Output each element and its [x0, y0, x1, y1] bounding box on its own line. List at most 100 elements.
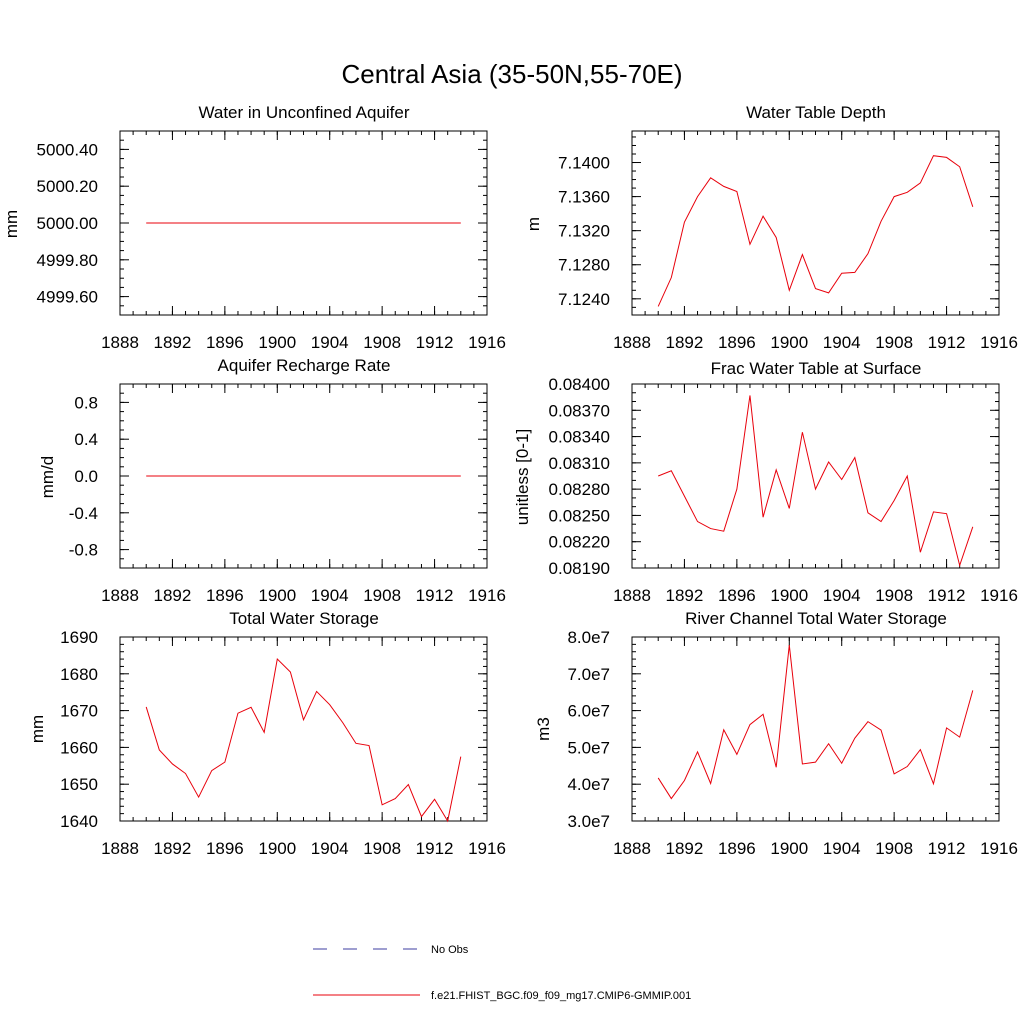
- y-tick-label: 0.08220: [549, 533, 610, 552]
- x-tick-label: 1896: [718, 586, 756, 605]
- x-tick-label: 1904: [311, 333, 349, 352]
- y-tick-label: 0.4: [74, 430, 98, 449]
- legend-label-model: f.e21.FHIST_BGC.f09_f09_mg17.CMIP6-GMMIP…: [431, 990, 691, 1002]
- y-axis-label: mm/d: [38, 456, 57, 499]
- plot-panel-4: 1888 1892 1896 1900 1904 1908 1912 1916 0.08190 0…: [549, 375, 1018, 605]
- panel-water-table-depth: Water Table Depth m: [524, 103, 886, 231]
- plot-panel-1: 1888 1892 1896 1900 1904 1908 1912 1916 4999.60 4…: [37, 130, 506, 352]
- x-tick-label: 1904: [311, 839, 349, 858]
- x-tick-label: 1892: [666, 333, 704, 352]
- x-tick-label: 1908: [363, 839, 401, 858]
- series-line-1: [145, 658, 462, 823]
- legend-label-no-obs: No Obs: [431, 944, 469, 956]
- legend: No Obs f.e21.FHIST_BGC.f09_f09_mg17.CMIP…: [313, 944, 691, 1002]
- panel-title: Frac Water Table at Surface: [711, 359, 922, 378]
- y-tick-label: 7.1240: [558, 290, 610, 309]
- x-tick-label: 1908: [363, 586, 401, 605]
- x-tick-label: 1888: [101, 333, 139, 352]
- y-tick-label: 4999.80: [37, 251, 98, 270]
- y-tick-label: 0.08310: [549, 454, 610, 473]
- x-tick-label: 1892: [154, 839, 192, 858]
- panel-title: River Channel Total Water Storage: [685, 609, 947, 628]
- x-tick-label: 1912: [416, 839, 454, 858]
- x-tick-label: 1908: [875, 333, 913, 352]
- plot-areas: 1888 1892 1896 1900 1904 1908 1912 1916 4999.60 4…: [37, 130, 1018, 858]
- y-tick-label: 0.08250: [549, 506, 610, 525]
- plot-panel-2: 1888 1892 1896 1900 1904 1908 1912 1916 7.1240 7.…: [558, 130, 1018, 352]
- panel-title: Total Water Storage: [229, 609, 379, 628]
- y-tick-label: 3.0e7: [567, 812, 610, 831]
- y-tick-label: 5000.00: [37, 214, 98, 233]
- y-tick-label: 1690: [60, 628, 98, 647]
- x-tick-label: 1900: [258, 586, 296, 605]
- x-tick-label: 1892: [154, 333, 192, 352]
- panel-title: Water in Unconfined Aquifer: [198, 103, 409, 122]
- x-tick-label: 1916: [468, 586, 506, 605]
- y-tick-label: 6.0e7: [567, 702, 610, 721]
- x-tick-label: 1916: [468, 333, 506, 352]
- x-tick-label: 1904: [823, 586, 861, 605]
- y-tick-label: 0.08370: [549, 401, 610, 420]
- y-tick-label: 8.0e7: [567, 628, 610, 647]
- series-line-1: [657, 645, 974, 800]
- y-axis-label: m: [524, 217, 543, 231]
- x-tick-label: 1892: [666, 586, 704, 605]
- x-tick-label: 1896: [206, 839, 244, 858]
- x-tick-label: 1888: [101, 839, 139, 858]
- y-tick-label: 7.1360: [558, 188, 610, 207]
- y-axis-label: mm: [2, 210, 21, 238]
- x-tick-label: 1904: [823, 333, 861, 352]
- y-tick-label: 0.0: [74, 467, 98, 486]
- y-axis-label: mm: [28, 715, 47, 743]
- y-tick-label: 0.08280: [549, 480, 610, 499]
- x-tick-label: 1900: [258, 333, 296, 352]
- y-tick-label: 1640: [60, 812, 98, 831]
- x-tick-label: 1896: [206, 586, 244, 605]
- x-tick-label: 1900: [770, 839, 808, 858]
- x-tick-label: 1888: [613, 333, 651, 352]
- plot-panel-5: 1888 1892 1896 1900 1904 1908 1912 1916 1640 1650…: [60, 628, 506, 858]
- x-tick-label: 1904: [311, 586, 349, 605]
- y-tick-label: 7.1280: [558, 256, 610, 275]
- x-tick-label: 1900: [770, 333, 808, 352]
- y-tick-label: 0.8: [74, 393, 98, 412]
- x-tick-label: 1904: [823, 839, 861, 858]
- x-tick-label: 1900: [258, 839, 296, 858]
- y-tick-label: 7.1320: [558, 222, 610, 241]
- x-tick-label: 1896: [718, 839, 756, 858]
- y-tick-label: 1680: [60, 665, 98, 684]
- x-tick-label: 1888: [613, 586, 651, 605]
- plot-panel-3: 1888 1892 1896 1900 1904 1908 1912 1916 -0.8 -0.4…: [69, 383, 506, 605]
- x-tick-label: 1912: [416, 333, 454, 352]
- x-tick-label: 1888: [613, 839, 651, 858]
- x-tick-label: 1912: [416, 586, 454, 605]
- y-tick-label: 7.0e7: [567, 665, 610, 684]
- panel-frac-water-table-at-surface: Frac Water Table at Surface unitless [0-…: [513, 359, 921, 525]
- plot-frame: [119, 636, 488, 822]
- y-tick-label: 7.1400: [558, 154, 610, 173]
- y-tick-label: -0.4: [69, 504, 98, 523]
- panel-water-in-unconfined-aquifer: Water in Unconfined Aquifer mm: [2, 103, 410, 238]
- x-tick-label: 1916: [980, 586, 1018, 605]
- panel-title: Aquifer Recharge Rate: [218, 356, 391, 375]
- y-tick-label: 0.08340: [549, 428, 610, 447]
- x-tick-label: 1896: [718, 333, 756, 352]
- figure-title: Central Asia (35-50N,55-70E): [341, 59, 682, 89]
- y-tick-label: 4999.60: [37, 288, 98, 307]
- y-tick-label: 1660: [60, 738, 98, 757]
- x-tick-label: 1896: [206, 333, 244, 352]
- plot-frame: [631, 383, 1000, 569]
- x-tick-label: 1916: [468, 839, 506, 858]
- x-tick-label: 1916: [980, 333, 1018, 352]
- y-tick-label: 0.08400: [549, 375, 610, 394]
- y-tick-label: 5000.40: [37, 140, 98, 159]
- x-tick-label: 1900: [770, 586, 808, 605]
- y-tick-label: 5.0e7: [567, 738, 610, 757]
- y-tick-label: 1670: [60, 702, 98, 721]
- panel-total-water-storage: Total Water Storage mm: [28, 609, 379, 743]
- y-tick-label: 1650: [60, 775, 98, 794]
- y-axis-label: m3: [534, 717, 553, 741]
- x-tick-label: 1912: [928, 333, 966, 352]
- x-tick-label: 1908: [363, 333, 401, 352]
